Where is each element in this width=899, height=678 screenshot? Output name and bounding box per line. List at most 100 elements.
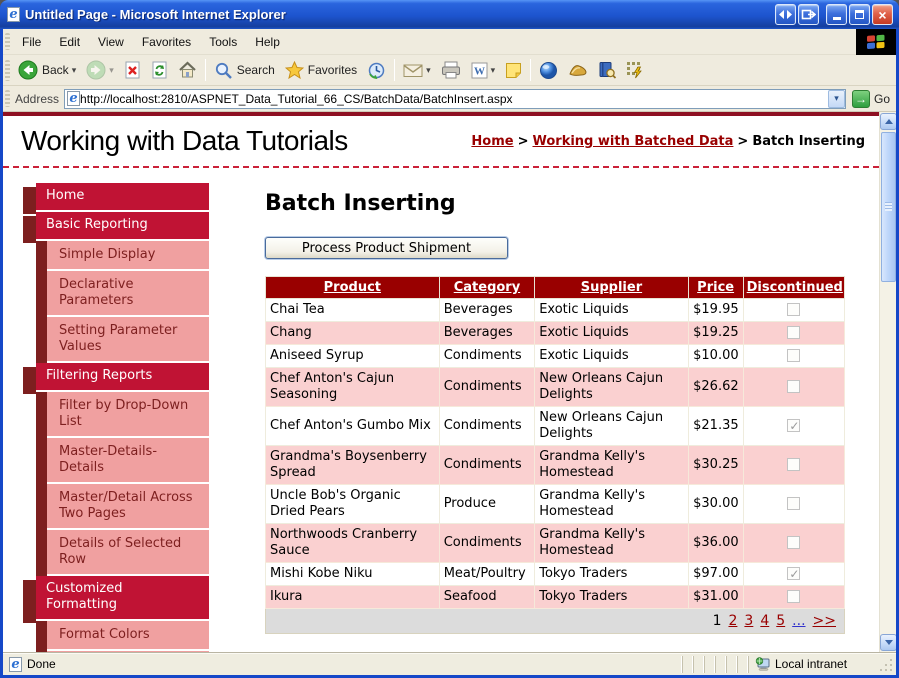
toolbar-grip[interactable] bbox=[5, 59, 10, 81]
cell-discontinued bbox=[742, 523, 846, 563]
stop-icon bbox=[125, 61, 140, 79]
back-label: Back bbox=[42, 63, 69, 77]
forward-dropdown-icon[interactable]: ▾ bbox=[109, 64, 114, 75]
sidebar-item-filter-by-drop-down-list[interactable]: Filter by Drop-Down List bbox=[36, 392, 209, 439]
sidebar-item-setting-parameter-values[interactable]: Setting Parameter Values bbox=[36, 317, 209, 364]
sidebar-item-details-of-selected-row[interactable]: Details of Selected Row bbox=[36, 530, 209, 577]
sidebar-item-home[interactable]: Home bbox=[23, 183, 209, 214]
sort-link-supplier[interactable]: Supplier bbox=[580, 280, 643, 295]
edit-with-word-button[interactable]: W ▾ bbox=[466, 60, 501, 81]
menu-favorites[interactable]: Favorites bbox=[141, 34, 192, 49]
scroll-down-button[interactable] bbox=[880, 634, 896, 651]
table-row: Uncle Bob's Organic Dried Pears Produce Gr… bbox=[265, 484, 846, 524]
sort-link-product[interactable]: Product bbox=[323, 280, 382, 295]
sidebar-item-master-detail-across-two-pages[interactable]: Master/Detail Across Two Pages bbox=[36, 484, 209, 531]
forward-button[interactable]: ▾ bbox=[81, 58, 119, 82]
back-button[interactable]: Back ▾ bbox=[13, 58, 81, 82]
column-header-price[interactable]: Price bbox=[687, 276, 744, 299]
site-title: Working with Data Tutorials bbox=[21, 125, 348, 156]
cell-product: Grandma's Boysenberry Spread bbox=[265, 445, 440, 485]
pager-page-link-3[interactable]: 3 bbox=[744, 613, 754, 629]
undock-button[interactable] bbox=[798, 4, 819, 25]
cell-category: Condiments bbox=[438, 367, 536, 407]
cell-category: Produce bbox=[438, 484, 536, 524]
column-header-product[interactable]: Product bbox=[265, 276, 440, 299]
search-button[interactable]: Search bbox=[209, 59, 280, 82]
sidebar-item-filtering-reports[interactable]: Filtering Reports bbox=[23, 363, 209, 394]
sidebar-item-format-colors[interactable]: Format Colors bbox=[36, 621, 209, 652]
standard-toolbar: Back ▾ ▾ Search Favorites bbox=[3, 55, 896, 86]
pager-ellipsis-link[interactable]: ... bbox=[792, 613, 806, 629]
refresh-button[interactable] bbox=[146, 59, 173, 81]
resize-grip[interactable] bbox=[880, 655, 894, 673]
home-icon bbox=[178, 61, 196, 78]
notes-button[interactable] bbox=[500, 60, 527, 81]
sidebar-nav: Home Basic Reporting Simple Display Declara… bbox=[23, 183, 209, 652]
address-bar: Address e ▾ → Go bbox=[3, 86, 896, 112]
discontinued-checkbox bbox=[787, 380, 801, 393]
cell-supplier: Grandma Kelly's Homestead bbox=[534, 445, 689, 485]
addressbar-grip[interactable] bbox=[5, 89, 10, 108]
address-dropdown-button[interactable]: ▾ bbox=[827, 89, 845, 108]
sidebar-item-customized-formatting[interactable]: Customized Formatting bbox=[23, 576, 209, 623]
column-header-category[interactable]: Category bbox=[438, 276, 536, 299]
sidebar-item-simple-display[interactable]: Simple Display bbox=[36, 241, 209, 272]
cell-product: Chang bbox=[265, 321, 440, 345]
cell-product: Mishi Kobe Niku bbox=[265, 562, 440, 586]
minimize-button[interactable] bbox=[826, 4, 847, 25]
sort-link-discontinued[interactable]: Discontinued bbox=[746, 280, 843, 295]
edit-dropdown-icon[interactable]: ▾ bbox=[490, 64, 496, 75]
stop-button[interactable] bbox=[119, 59, 146, 81]
menu-file[interactable]: File bbox=[22, 34, 42, 49]
vertical-scrollbar[interactable] bbox=[879, 112, 896, 652]
gold-addon-button[interactable] bbox=[563, 60, 593, 80]
process-product-shipment-button[interactable]: Process Product Shipment bbox=[265, 237, 508, 259]
mail-dropdown-icon[interactable]: ▾ bbox=[426, 64, 431, 75]
menu-tools[interactable]: Tools bbox=[209, 34, 238, 49]
table-header-row: Product Category Supplier Price Discontinued bbox=[265, 276, 846, 299]
pan-arrows-button[interactable] bbox=[775, 4, 796, 25]
pager-page-link-2[interactable]: 2 bbox=[728, 613, 738, 629]
pager-next-link[interactable]: >> bbox=[812, 613, 836, 629]
menubar-grip[interactable] bbox=[5, 32, 10, 51]
pager-page-link-5[interactable]: 5 bbox=[776, 613, 786, 629]
ie-page-icon: e bbox=[7, 7, 20, 22]
menu-edit[interactable]: Edit bbox=[59, 34, 81, 49]
address-input[interactable] bbox=[80, 90, 828, 107]
back-dropdown-icon[interactable]: ▾ bbox=[71, 64, 77, 75]
close-button[interactable]: × bbox=[872, 4, 893, 25]
home-button[interactable] bbox=[173, 59, 202, 81]
sidebar-item-basic-reporting[interactable]: Basic Reporting bbox=[23, 212, 209, 243]
research-button[interactable] bbox=[593, 59, 621, 81]
messenger-sphere-button[interactable] bbox=[534, 59, 563, 82]
sort-link-price[interactable]: Price bbox=[697, 280, 735, 295]
table-row: Grandma's Boysenberry Spread Condiments Gr… bbox=[265, 445, 846, 485]
menu-help[interactable]: Help bbox=[255, 34, 280, 49]
scroll-up-button[interactable] bbox=[880, 113, 896, 130]
maximize-button[interactable] bbox=[849, 4, 870, 25]
sidebar-item-partial[interactable] bbox=[36, 651, 209, 652]
undock-icon bbox=[801, 9, 816, 20]
column-header-supplier[interactable]: Supplier bbox=[534, 276, 689, 299]
quick-links-button[interactable] bbox=[621, 59, 649, 81]
mail-button[interactable]: ▾ bbox=[398, 61, 436, 80]
sort-link-category[interactable]: Category bbox=[453, 280, 521, 295]
cell-supplier: Exotic Liquids bbox=[534, 321, 689, 345]
breadcrumb-section-link[interactable]: Working with Batched Data bbox=[532, 133, 734, 149]
sidebar-item-master-details-details[interactable]: Master-Details-Details bbox=[36, 438, 209, 485]
sidebar-item-declarative-parameters[interactable]: Declarative Parameters bbox=[36, 271, 209, 318]
cell-supplier: New Orleans Cajun Delights bbox=[534, 406, 689, 446]
history-button[interactable] bbox=[362, 59, 391, 82]
pager-page-link-4[interactable]: 4 bbox=[760, 613, 770, 629]
favorites-button[interactable]: Favorites bbox=[280, 59, 362, 81]
table-row: Northwoods Cranberry Sauce Condiments Gran… bbox=[265, 523, 846, 563]
print-button[interactable] bbox=[436, 59, 466, 81]
scrollbar-thumb[interactable] bbox=[881, 132, 896, 282]
menu-view[interactable]: View bbox=[98, 34, 124, 49]
column-header-discontinued[interactable]: Discontinued bbox=[742, 276, 846, 299]
go-button[interactable]: → Go bbox=[851, 89, 890, 108]
cell-price: $36.00 bbox=[687, 523, 744, 563]
svg-text:W: W bbox=[474, 65, 485, 77]
sphere-icon bbox=[540, 61, 558, 79]
breadcrumb-home-link[interactable]: Home bbox=[471, 133, 514, 149]
